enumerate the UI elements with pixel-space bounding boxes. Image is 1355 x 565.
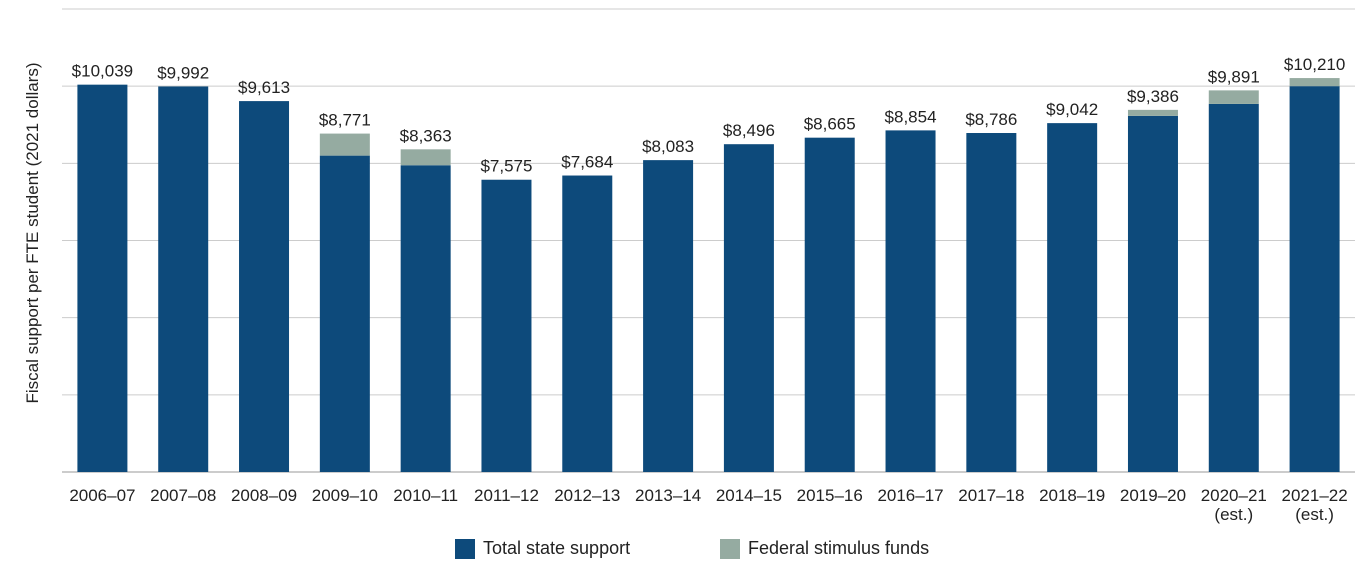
legend-swatch-federal-stimulus (720, 538, 740, 559)
x-tick-label: 2019–20 (1120, 486, 1186, 505)
x-tick-label: 2007–08 (150, 486, 216, 505)
legend-label-state-support: Total state support (483, 538, 631, 558)
data-label: $9,891 (1208, 67, 1260, 86)
chart: $10,039 $9,992 $9,613 $8,771 $8,363 $7,575 $7,… (23, 8, 1355, 524)
x-tick-label: 2016–17 (877, 486, 943, 505)
y-axis-label: Fiscal support per FTE student (2021 dol… (23, 62, 42, 403)
x-tick-label: 2014–15 (716, 486, 782, 505)
bar-state-support (319, 155, 370, 472)
bar-federal-stimulus (400, 149, 451, 166)
bar-state-support (1047, 123, 1098, 472)
data-label: $8,496 (723, 121, 775, 140)
bar-state-support (158, 86, 209, 472)
bar-state-support (643, 160, 694, 472)
bar-federal-stimulus (1127, 109, 1178, 116)
bar-state-support (1208, 103, 1259, 472)
legend-swatch-state-support (455, 538, 475, 559)
data-label: $9,386 (1127, 87, 1179, 106)
data-label: $7,684 (561, 153, 613, 172)
legend: Total state support Federal stimulus fun… (0, 538, 1355, 564)
x-tick-label: 2015–16 (797, 486, 863, 505)
data-labels: $10,039 $9,992 $9,613 $8,771 $8,363 $7,575 $7,… (72, 55, 1346, 176)
data-label: $8,363 (400, 126, 452, 145)
x-tick-label: 2006–07 (69, 486, 135, 505)
x-tick-label: 2010–11 (393, 486, 458, 505)
x-tick-label: 2013–14 (635, 486, 701, 505)
x-tick-label: 2009–10 (312, 486, 378, 505)
bar-state-support (1127, 115, 1178, 473)
x-tick-label: 2012–13 (554, 486, 620, 505)
x-tick-label: (est.) (1295, 505, 1334, 524)
data-label: $9,042 (1046, 100, 1098, 119)
bars (77, 78, 1340, 473)
data-label: $8,771 (319, 111, 371, 130)
x-tick-label: 2008–09 (231, 486, 297, 505)
legend-item-federal-stimulus: Federal stimulus funds (720, 538, 929, 559)
data-label: $8,854 (885, 107, 937, 126)
x-tick-label: 2018–19 (1039, 486, 1105, 505)
data-label: $10,039 (72, 62, 133, 81)
data-label: $9,613 (238, 78, 290, 97)
bar-state-support (481, 179, 532, 472)
bar-state-support (885, 130, 936, 472)
x-tick-labels: 2006–07 2007–08 2008–09 2009–10 2010–11 2011–… (69, 486, 1347, 524)
data-label: $8,665 (804, 115, 856, 134)
x-tick-label: 2020–21 (1201, 486, 1267, 505)
data-label: $7,575 (480, 157, 532, 176)
x-tick-label: (est.) (1214, 505, 1253, 524)
bar-federal-stimulus (1289, 78, 1340, 87)
bar-state-support (804, 137, 855, 472)
x-tick-label: 2017–18 (958, 486, 1024, 505)
bar-state-support (1289, 86, 1340, 473)
bar-state-support (77, 84, 128, 472)
bar-state-support (239, 101, 290, 472)
bar-federal-stimulus (1208, 90, 1259, 104)
data-label: $8,083 (642, 137, 694, 156)
x-tick-label: 2021–22 (1282, 486, 1348, 505)
legend-label-federal-stimulus: Federal stimulus funds (748, 538, 930, 558)
legend-item-state-support: Total state support (455, 538, 630, 559)
bar-state-support (400, 165, 451, 472)
data-label: $9,992 (157, 63, 209, 82)
data-label: $10,210 (1284, 55, 1345, 74)
x-tick-label: 2011–12 (474, 486, 539, 505)
data-label: $8,786 (965, 110, 1017, 129)
bar-state-support (723, 144, 774, 473)
bar-state-support (562, 175, 613, 472)
bar-state-support (966, 133, 1017, 472)
bar-federal-stimulus (319, 133, 370, 156)
